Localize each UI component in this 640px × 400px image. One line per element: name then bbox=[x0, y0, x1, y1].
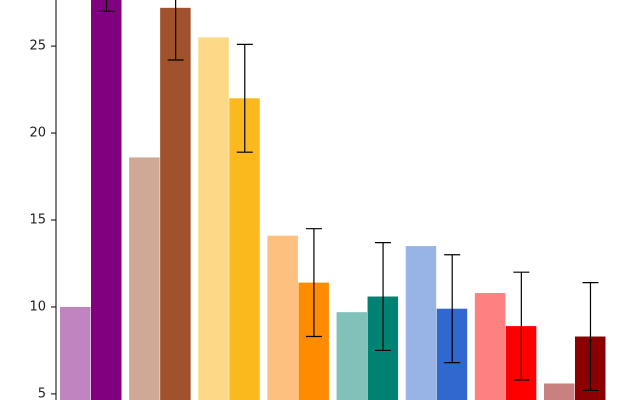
bar bbox=[267, 235, 298, 400]
error-bar bbox=[167, 0, 184, 61]
bar bbox=[60, 306, 91, 400]
bar bbox=[160, 7, 191, 400]
error-bar bbox=[582, 282, 599, 392]
y-tick-label: 15 bbox=[29, 213, 46, 228]
error-bar bbox=[305, 228, 322, 338]
bar bbox=[91, 0, 122, 400]
error-bar bbox=[236, 43, 253, 153]
bar bbox=[129, 157, 160, 400]
error-bar bbox=[513, 271, 530, 381]
bar bbox=[336, 312, 368, 400]
y-tick-label: 25 bbox=[29, 39, 46, 54]
bar bbox=[405, 246, 437, 400]
bar bbox=[474, 293, 506, 400]
error-bar bbox=[375, 242, 392, 352]
error-bar bbox=[444, 254, 461, 364]
bar bbox=[543, 383, 575, 400]
y-tick-label: 20 bbox=[29, 126, 46, 141]
bar bbox=[198, 37, 229, 400]
y-tick-label: 5 bbox=[38, 386, 46, 400]
y-tick-label: 10 bbox=[29, 299, 46, 314]
error-bar bbox=[98, 0, 115, 12]
